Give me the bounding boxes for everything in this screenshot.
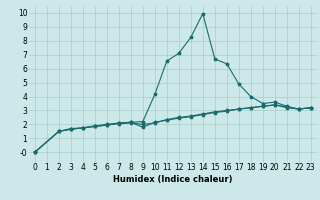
X-axis label: Humidex (Indice chaleur): Humidex (Indice chaleur) [113, 175, 233, 184]
